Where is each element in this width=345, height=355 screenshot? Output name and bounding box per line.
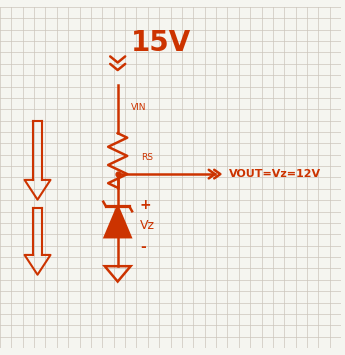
Text: -: - [140,240,146,255]
Text: +: + [140,198,151,212]
Text: VOUT=Vz=12V: VOUT=Vz=12V [228,169,321,179]
Text: Vz: Vz [140,219,155,232]
Text: 15V: 15V [131,29,191,57]
Text: RS: RS [141,153,154,162]
Polygon shape [105,207,131,237]
Text: VIN: VIN [131,103,147,112]
